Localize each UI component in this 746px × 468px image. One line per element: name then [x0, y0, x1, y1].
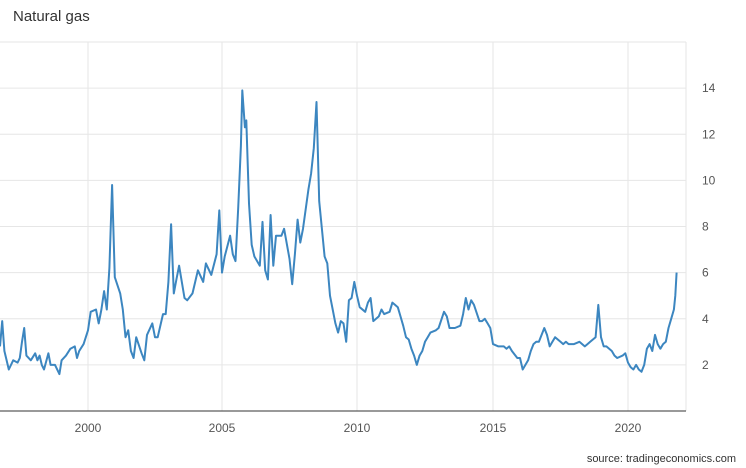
chart-title: Natural gas [13, 8, 90, 25]
y-tick-label: 14 [702, 81, 716, 95]
series-line [0, 89, 678, 376]
y-tick-label: 10 [702, 173, 716, 187]
x-tick-label: 2020 [615, 421, 642, 435]
y-tick-label: 6 [702, 266, 709, 280]
y-axis-ticks: 2 4 6 8 10 12 14 [702, 81, 716, 372]
y-tick-label: 2 [702, 358, 709, 372]
x-tick-label: 2015 [480, 421, 507, 435]
x-tick-label: 2005 [209, 421, 236, 435]
x-tick-label: 2000 [75, 421, 102, 435]
x-axis-ticks: 2000 2005 2010 2015 2020 [75, 421, 642, 435]
source-note: source: tradingeconomics.com [586, 453, 736, 465]
x-tick-label: 2010 [344, 421, 371, 435]
y-tick-label: 12 [702, 127, 716, 141]
grid-lines [0, 41, 687, 411]
y-tick-label: 8 [702, 220, 709, 234]
y-tick-label: 4 [702, 312, 709, 326]
